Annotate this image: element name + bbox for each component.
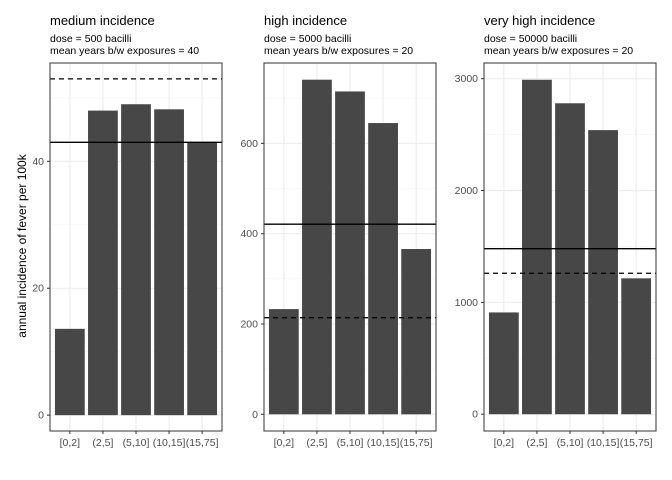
bar — [121, 104, 151, 416]
plot-area: 0 1000 2000 3000 [0,2] (2,5] (5,10] (10,15] (15,… — [455, 62, 657, 449]
panel-subtitle-exposure: mean years b/w exposures = 20 — [264, 45, 413, 57]
x-tick-label: [0,2] — [274, 437, 295, 449]
plot-area: 0 20 40 [0,2] (2,5] (5,10] (10,15] (15,75] — [32, 62, 223, 449]
bar — [555, 103, 585, 415]
bar — [268, 309, 299, 415]
x-tick-label: (2,5] — [92, 437, 113, 449]
bar — [54, 328, 85, 416]
y-tick-label: 0 — [252, 409, 258, 421]
bar — [88, 110, 118, 416]
bar — [401, 249, 432, 415]
panel-subtitle-exposure: mean years b/w exposures = 20 — [484, 45, 633, 57]
x-tick-label: (15,75] — [620, 437, 653, 449]
panel-title: high incidence — [264, 13, 347, 28]
bar — [302, 79, 332, 415]
x-tick-label: (2,5] — [306, 437, 327, 449]
bar — [588, 130, 618, 415]
x-tick-label: (5,10] — [557, 437, 584, 449]
x-tick-label: (10,15] — [587, 437, 620, 449]
bar — [368, 123, 398, 415]
x-tick-label: (5,10] — [123, 437, 150, 449]
y-tick-label: 2000 — [455, 185, 479, 197]
panel-subtitle-dose: dose = 50000 bacilli — [484, 33, 577, 45]
y-tick-label: 0 — [472, 409, 478, 421]
panel-title: medium incidence — [50, 13, 155, 28]
panel-subtitle-exposure: mean years b/w exposures = 40 — [50, 45, 199, 57]
plot-area: 0 200 400 600 [0,2] (2,5] (5,10] (10,15] (15,75] — [240, 62, 437, 449]
bar — [154, 109, 184, 416]
y-tick-label: 600 — [240, 138, 258, 150]
y-tick-label: 0 — [38, 410, 44, 422]
y-tick-label: 200 — [240, 318, 258, 330]
x-tick-label: [0,2] — [60, 437, 81, 449]
bar — [187, 142, 218, 416]
bar — [488, 312, 519, 415]
x-tick-label: (2,5] — [526, 437, 547, 449]
y-tick-label: 400 — [240, 228, 258, 240]
y-tick-label: 20 — [32, 283, 44, 295]
panel-medium-incidence: medium incidence dose = 500 bacilli mean… — [32, 13, 223, 449]
bar — [621, 278, 652, 415]
x-tick-label: (10,15] — [153, 437, 186, 449]
bar — [335, 91, 365, 415]
panel-title: very high incidence — [484, 13, 595, 28]
panel-very-high-incidence: very high incidence dose = 50000 bacilli… — [455, 13, 657, 449]
y-axis-label: annual incidence of fever per 100k — [15, 153, 29, 337]
y-tick-label: 1000 — [455, 297, 479, 309]
x-tick-label: (15,75] — [186, 437, 219, 449]
bar — [522, 79, 552, 415]
x-tick-label: (5,10] — [337, 437, 364, 449]
x-tick-label: (10,15] — [367, 437, 400, 449]
panel-subtitle-dose: dose = 500 bacilli — [50, 33, 131, 45]
x-tick-label: [0,2] — [494, 437, 515, 449]
y-tick-label: 3000 — [455, 73, 479, 85]
panel-subtitle-dose: dose = 5000 bacilli — [264, 33, 351, 45]
y-tick-label: 40 — [32, 156, 44, 168]
panel-high-incidence: high incidence dose = 5000 bacilli mean … — [240, 13, 437, 449]
x-tick-label: (15,75] — [400, 437, 433, 449]
